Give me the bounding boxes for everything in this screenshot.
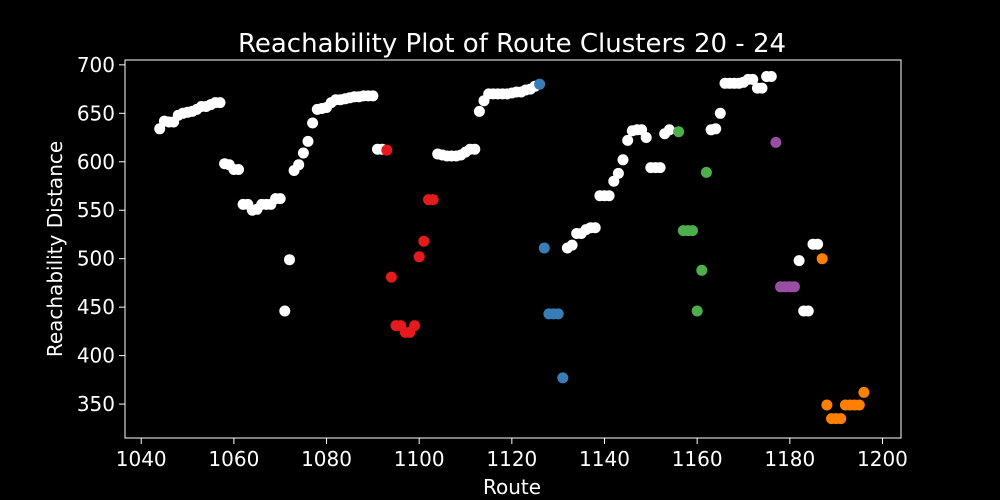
data-point <box>381 144 393 156</box>
data-point <box>385 271 397 283</box>
x-tick-label: 1060 <box>208 447 259 471</box>
x-axis-label: Route <box>483 475 541 499</box>
x-tick-label: 1140 <box>579 447 630 471</box>
data-point <box>274 193 286 205</box>
x-tick-label: 1120 <box>486 447 537 471</box>
data-point <box>418 235 430 247</box>
x-tick-label: 1080 <box>301 447 352 471</box>
data-point <box>821 399 833 411</box>
data-point <box>307 117 319 129</box>
data-point <box>788 281 800 293</box>
data-point <box>409 320 421 332</box>
data-point <box>214 97 226 109</box>
x-tick-label: 1200 <box>857 447 908 471</box>
data-point <box>473 105 485 117</box>
x-tick-label: 1100 <box>394 447 445 471</box>
y-tick-label: 550 <box>77 198 115 222</box>
data-point <box>284 254 295 266</box>
data-point <box>640 132 652 143</box>
data-point <box>747 73 759 85</box>
data-point <box>557 372 569 384</box>
data-point <box>367 90 379 102</box>
data-point <box>687 225 698 237</box>
data-point <box>696 264 708 276</box>
data-point <box>603 190 615 202</box>
data-point <box>654 162 666 174</box>
data-point <box>279 305 291 317</box>
data-point <box>710 123 722 135</box>
y-axis-label: Reachability Distance <box>43 141 67 357</box>
x-tick-label: 1160 <box>672 447 723 471</box>
data-point <box>297 147 309 159</box>
data-point <box>802 305 814 317</box>
data-point <box>714 107 726 119</box>
chart-title: Reachability Plot of Route Clusters 20 -… <box>238 29 786 59</box>
data-point <box>293 159 305 171</box>
data-point <box>812 238 824 250</box>
data-point <box>538 242 550 254</box>
x-tick-label: 1040 <box>116 447 167 471</box>
y-axis-ticks: 350 400 450 500 550 600 650 700 <box>77 53 125 416</box>
data-point <box>413 251 425 263</box>
data-point <box>617 154 629 166</box>
y-tick-label: 500 <box>77 247 115 271</box>
x-axis-ticks: 1040 1060 1080 1100 1120 1140 1160 1180 1200 <box>116 438 908 471</box>
data-point <box>700 166 712 178</box>
data-point <box>853 399 865 411</box>
data-point <box>691 305 703 317</box>
data-point <box>793 255 805 267</box>
data-point <box>673 126 685 138</box>
data-point <box>302 135 314 147</box>
y-tick-label: 350 <box>77 392 115 416</box>
data-point <box>233 164 244 175</box>
data-point <box>427 194 439 206</box>
x-tick-label: 1180 <box>764 447 815 471</box>
data-point <box>858 386 870 398</box>
data-point <box>835 413 847 425</box>
y-tick-label: 700 <box>77 53 115 77</box>
data-point <box>566 239 578 251</box>
data-point <box>663 124 675 136</box>
plot-frame <box>124 59 902 439</box>
data-point <box>770 136 782 148</box>
data-point <box>534 78 546 90</box>
data-point <box>622 134 634 146</box>
data-point <box>589 222 601 234</box>
data-point <box>469 143 481 155</box>
y-tick-label: 400 <box>77 344 115 368</box>
data-point <box>612 167 624 179</box>
y-tick-label: 450 <box>77 295 115 319</box>
y-tick-label: 650 <box>77 101 115 125</box>
data-point <box>552 308 564 320</box>
data-point <box>816 253 828 265</box>
data-point <box>756 82 768 94</box>
y-tick-label: 600 <box>77 150 115 174</box>
data-point <box>765 71 777 82</box>
points-layer <box>154 71 870 425</box>
